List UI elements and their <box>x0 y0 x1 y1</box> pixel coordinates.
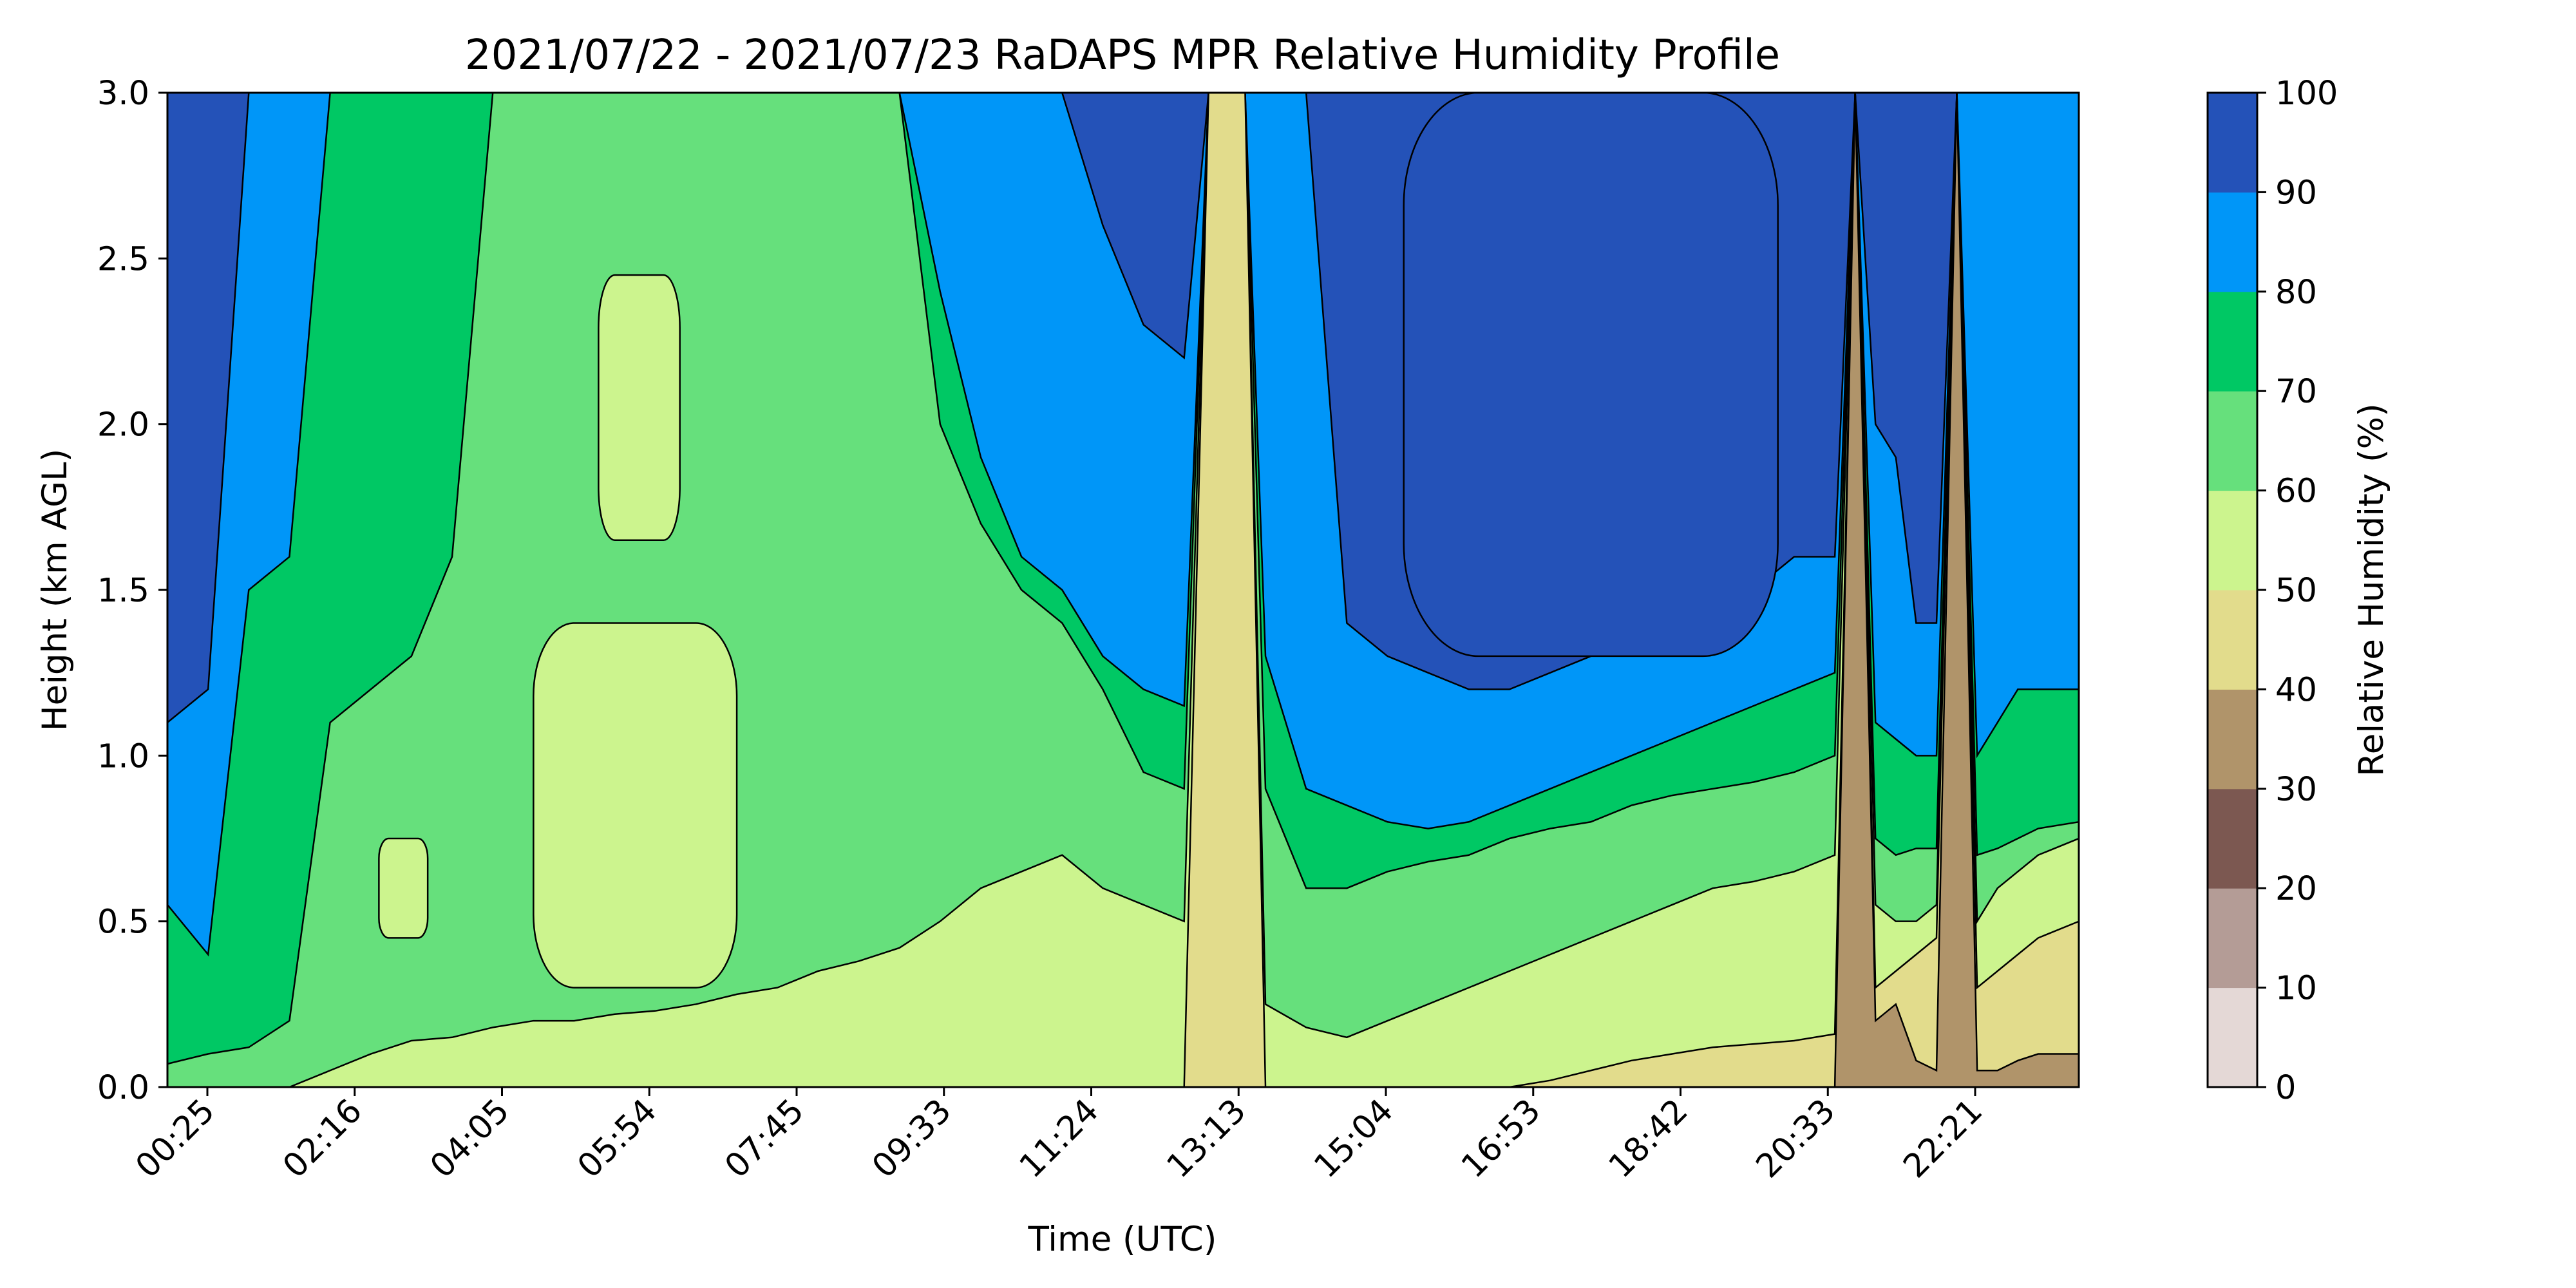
contour-region-50-60 <box>598 274 681 542</box>
x-tick-label: 22:21 <box>1897 1092 1991 1186</box>
colorbar-swatch <box>2208 987 2257 1088</box>
y-axis: 0.0 0.5 1.0 1.5 2.0 2.5 3.0 <box>97 75 167 1107</box>
colorbar-swatch <box>2208 192 2257 292</box>
y-tick-label: 2.5 <box>97 240 149 278</box>
colorbar-tick-label: 60 <box>2275 473 2317 511</box>
y-tick-label: 1.0 <box>97 737 149 775</box>
colorbar-tick-label: 10 <box>2275 970 2317 1008</box>
colorbar-swatch <box>2208 689 2257 790</box>
band-40-50 <box>167 93 2079 1087</box>
x-tick-label: 04:05 <box>423 1092 517 1186</box>
plot-area <box>166 91 2080 1088</box>
colorbar: 0 10 20 30 40 50 60 70 80 90 100 <box>2206 75 2338 1107</box>
colorbar-tick-label: 0 <box>2275 1069 2296 1107</box>
x-tick-label: 13:13 <box>1160 1092 1254 1186</box>
y-tick-label: 0.5 <box>97 904 149 942</box>
x-tick-label: 18:42 <box>1602 1092 1696 1186</box>
contour-region-50-60 <box>378 837 429 939</box>
y-tick-label: 2.0 <box>97 406 149 444</box>
colorbar-swatch <box>2208 93 2257 193</box>
colorbar-tick-label: 20 <box>2275 870 2317 908</box>
colorbar-swatch <box>2208 888 2257 989</box>
x-tick-label: 16:53 <box>1454 1092 1548 1186</box>
colorbar-swatch <box>2208 788 2257 889</box>
x-tick-label: 20:33 <box>1749 1092 1843 1186</box>
colorbar-tick-label: 100 <box>2275 75 2338 113</box>
x-tick-label: 07:45 <box>718 1092 812 1186</box>
colorbar-swatch <box>2208 490 2257 591</box>
colorbar-label: Relative Humidity (%) <box>2352 403 2391 776</box>
chart-title: 2021/07/22 - 2021/07/23 RaDAPS MPR Relat… <box>465 32 1780 79</box>
y-tick-label: 3.0 <box>97 75 149 113</box>
colorbar-tick-label: 50 <box>2275 572 2317 610</box>
colorbar-swatch <box>2208 291 2257 392</box>
colorbar-tick-label: 80 <box>2275 274 2317 312</box>
colorbar-tick-label: 70 <box>2275 373 2317 411</box>
x-tick-label: 02:16 <box>276 1092 370 1186</box>
x-tick-label: 11:24 <box>1012 1092 1106 1186</box>
x-tick-label: 15:04 <box>1307 1092 1401 1186</box>
colorbar-tick-label: 90 <box>2275 174 2317 212</box>
x-tick-label: 05:54 <box>571 1092 665 1186</box>
colorbar-swatch <box>2208 590 2257 690</box>
y-tick-label: 1.5 <box>97 572 149 610</box>
band-30-40 <box>167 93 2079 1087</box>
colorbar-swatch <box>2208 391 2257 491</box>
x-axis: 00:25 02:16 04:05 05:54 07:45 09:33 11:24 13:13… <box>129 1087 1991 1186</box>
contour-region-90-100 <box>1403 93 1779 658</box>
x-axis-label: Time (UTC) <box>1028 1220 1217 1259</box>
y-tick-label: 0.0 <box>97 1069 149 1107</box>
colorbar-tick-label: 40 <box>2275 671 2317 709</box>
contour-region-50-60 <box>533 622 738 989</box>
colorbar-tick-label: 30 <box>2275 771 2317 809</box>
x-tick-label: 09:33 <box>865 1092 959 1186</box>
y-axis-label: Height (km AGL) <box>35 449 75 732</box>
